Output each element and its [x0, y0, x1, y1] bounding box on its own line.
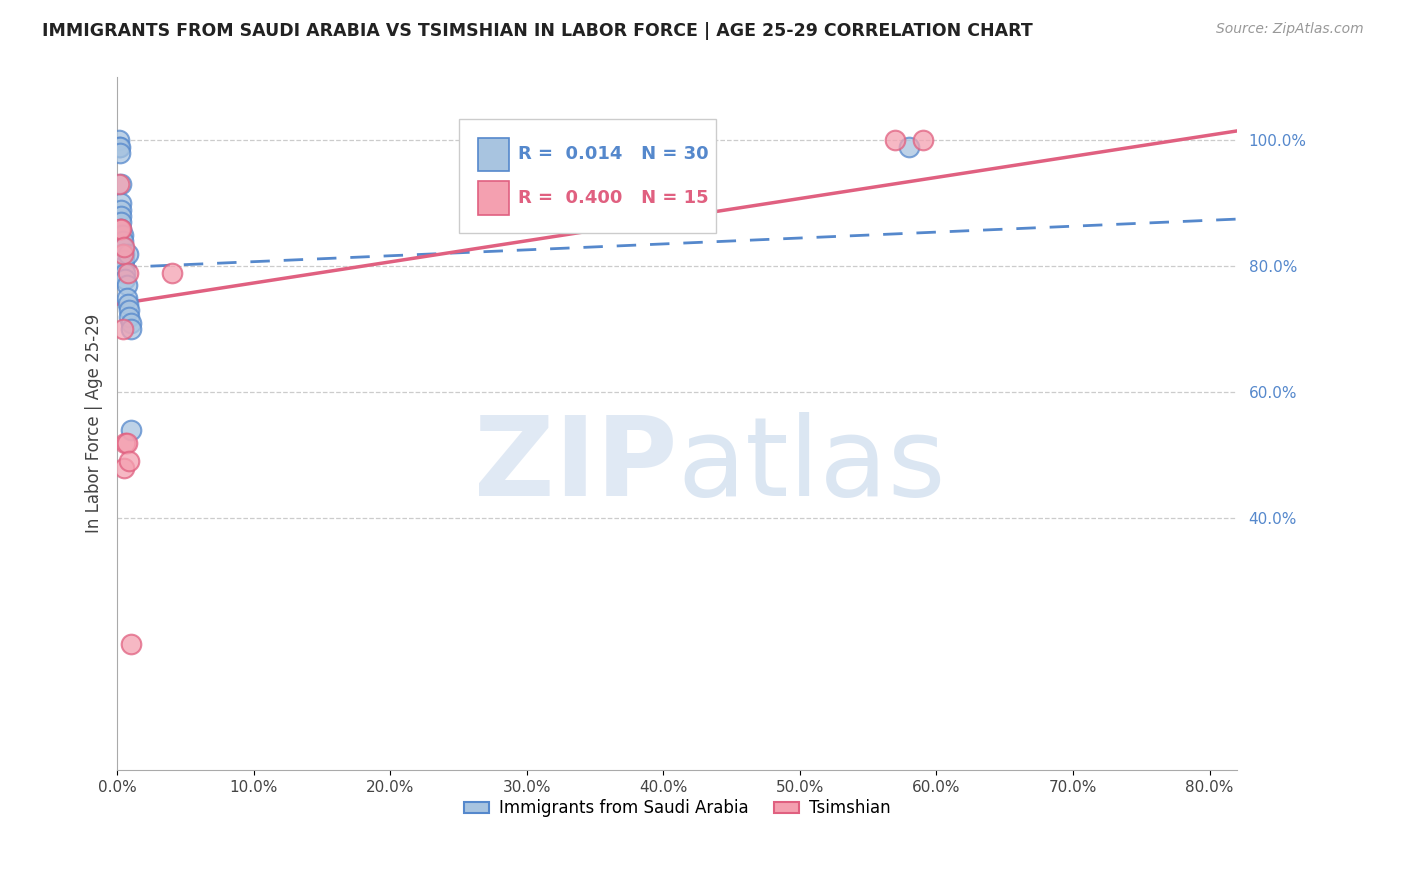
Point [117, 246, 139, 260]
Text: IMMIGRANTS FROM SAUDI ARABIA VS TSIMSHIAN IN LABOR FORCE | AGE 25-29 CORRELATION: IMMIGRANTS FROM SAUDI ARABIA VS TSIMSHIA… [42, 22, 1033, 40]
Text: Source: ZipAtlas.com: Source: ZipAtlas.com [1216, 22, 1364, 37]
Point [110, 202, 132, 217]
FancyBboxPatch shape [458, 119, 716, 234]
Point [118, 303, 141, 318]
Y-axis label: In Labor Force | Age 25-29: In Labor Force | Age 25-29 [86, 314, 103, 533]
Point [117, 266, 139, 280]
Point [111, 246, 134, 260]
Point [117, 297, 139, 311]
Text: ZIP: ZIP [474, 412, 678, 519]
Text: R =  0.400   N = 15: R = 0.400 N = 15 [517, 189, 709, 207]
Point [111, 322, 134, 336]
Point [110, 215, 132, 229]
Point [120, 637, 142, 651]
Point [112, 460, 135, 475]
Point [120, 316, 142, 330]
Point [110, 209, 132, 223]
Text: R =  0.014   N = 30: R = 0.014 N = 30 [517, 145, 709, 163]
FancyBboxPatch shape [478, 137, 509, 171]
Text: atlas: atlas [678, 412, 945, 519]
Point [110, 178, 132, 192]
Point [115, 291, 138, 305]
Point [112, 240, 135, 254]
Point [111, 240, 134, 254]
Point [110, 196, 132, 211]
Point [120, 423, 142, 437]
Point [120, 322, 142, 336]
Point [108, 146, 131, 161]
Point [112, 246, 135, 260]
Point [110, 227, 132, 242]
Point [911, 133, 934, 147]
Point [108, 221, 131, 235]
Point [114, 272, 136, 286]
Point [111, 234, 134, 248]
Point [107, 178, 129, 192]
Point [115, 435, 138, 450]
Point [111, 227, 134, 242]
Point [118, 310, 141, 324]
Point [107, 133, 129, 147]
Legend: Immigrants from Saudi Arabia, Tsimshian: Immigrants from Saudi Arabia, Tsimshian [457, 793, 897, 824]
Point [118, 454, 141, 468]
Point [884, 133, 907, 147]
Point [111, 246, 134, 260]
Point [110, 221, 132, 235]
Point [110, 221, 132, 235]
Point [160, 266, 183, 280]
Point [112, 253, 135, 268]
Point [114, 435, 136, 450]
FancyBboxPatch shape [478, 181, 509, 215]
Point [898, 139, 921, 153]
Point [115, 278, 138, 293]
Point [108, 139, 131, 153]
Point [114, 266, 136, 280]
Point [107, 139, 129, 153]
Point [112, 260, 135, 274]
